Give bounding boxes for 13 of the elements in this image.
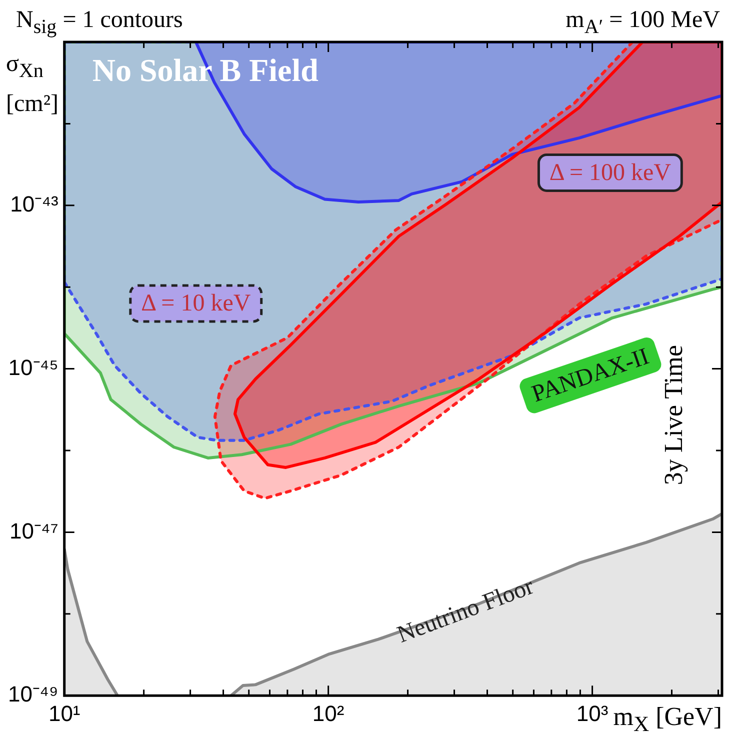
y-tick-label: 10⁻⁴⁷ xyxy=(9,518,58,544)
annotation: Δ = 100 keV xyxy=(549,160,672,186)
text: m$_{A′}$ = 100 MeV xyxy=(566,7,720,38)
x-axis-title: m$_{X}$ [GeV] xyxy=(613,702,722,736)
x-tick-label: 10³ xyxy=(576,700,608,726)
text: N$_{sig}$ = 1 contours xyxy=(16,7,183,38)
annotation: Δ = 10 keV xyxy=(141,290,252,317)
x-tick-label: 10² xyxy=(312,700,344,726)
y-tick-label: 10⁻⁴³ xyxy=(10,191,58,216)
annotation: 3y Live Time xyxy=(659,344,688,486)
annotation: Neutrino Floor xyxy=(394,574,538,648)
y-axis-title: σ$_{Xn}$ [cm²] xyxy=(6,50,60,119)
y-tick-label: 10⁻⁴⁵ xyxy=(8,354,58,380)
